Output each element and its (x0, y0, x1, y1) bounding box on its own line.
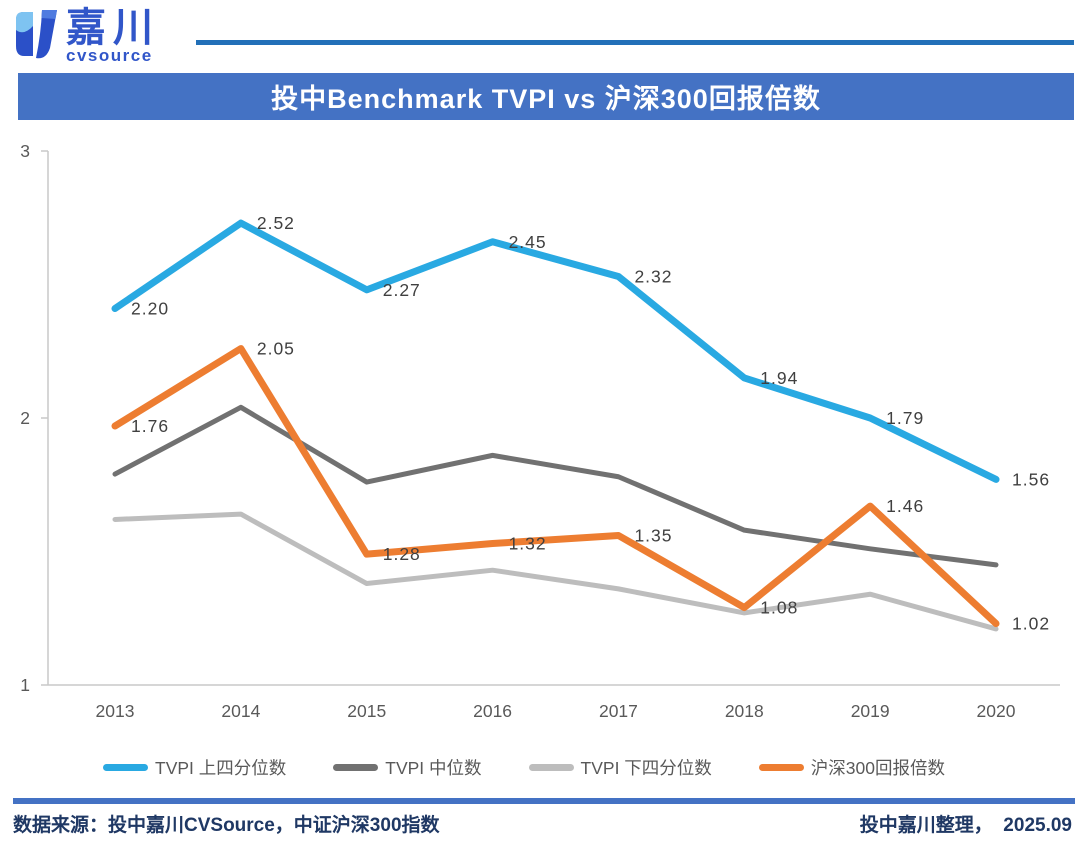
legend-label-tvpi-lower-quartile: TVPI 下四分位数 (580, 758, 712, 778)
x-tick-label-2019: 2019 (851, 701, 890, 721)
data-label-tvpi-upper-quartile-2019: 1.79 (886, 408, 924, 428)
x-tick-label-2014: 2014 (221, 701, 260, 721)
chart-legend: TVPI 上四分位数 TVPI 中位数 TVPI 下四分位数 沪深300回报倍数 (103, 755, 945, 780)
logo-subtext: cvsource (66, 46, 153, 65)
footer-divider (13, 798, 1075, 804)
series-line-tvpi-lower-quartile (112, 511, 999, 632)
legend-item-csi300-return-multiple: 沪深300回报倍数 (758, 755, 945, 780)
x-tick-label-2020: 2020 (977, 701, 1016, 721)
header-divider (196, 40, 1074, 45)
data-label-tvpi-upper-quartile-2018: 1.94 (760, 368, 798, 388)
data-label-csi300-return-multiple-2013: 1.76 (131, 416, 169, 436)
legend-swatch-tvpi-upper-quartile (103, 764, 148, 771)
data-label-csi300-return-multiple-2018: 1.08 (760, 598, 798, 618)
x-tick-label-2015: 2015 (347, 701, 386, 721)
credit-note: 投中嘉川整理， 2025.09 (859, 815, 1072, 836)
legend-label-csi300-return-multiple: 沪深300回报倍数 (810, 758, 945, 778)
legend-label-tvpi-median: TVPI 中位数 (385, 758, 482, 778)
data-label-csi300-return-multiple-2015: 1.28 (383, 544, 421, 564)
series-line-tvpi-upper-quartile (111, 219, 1000, 483)
x-tick-label-2016: 2016 (473, 701, 512, 721)
y-tick-label: 1 (20, 675, 30, 695)
chart-title: 投中Benchmark TVPI vs 沪深300回报倍数 (271, 84, 821, 114)
legend-label-tvpi-upper-quartile: TVPI 上四分位数 (155, 758, 287, 778)
legend-item-tvpi-lower-quartile: TVPI 下四分位数 (528, 755, 712, 780)
data-label-csi300-return-multiple-2014: 2.05 (257, 339, 295, 359)
legend-item-tvpi-upper-quartile: TVPI 上四分位数 (103, 755, 286, 780)
cvsource-logo-icon (16, 10, 57, 59)
data-label-tvpi-upper-quartile-2017: 2.32 (634, 266, 672, 286)
logo-name: 嘉川 (66, 6, 160, 50)
cvsource-logo: 嘉川 cvsource (12, 6, 160, 66)
data-label-csi300-return-multiple-2019: 1.46 (886, 496, 924, 516)
data-label-csi300-return-multiple-2016: 1.32 (509, 533, 547, 553)
legend-swatch-csi300-return-multiple (758, 764, 804, 771)
data-source-note: 数据来源：投中嘉川CVSource，中证沪深300指数 (13, 815, 440, 836)
series-line-tvpi-median (112, 404, 999, 568)
legend-swatch-tvpi-lower-quartile (528, 764, 574, 771)
x-tick-label-2017: 2017 (599, 701, 638, 721)
legend-item-tvpi-median: TVPI 中位数 (333, 755, 482, 780)
series-line-csi300-return-multiple (111, 345, 1000, 628)
x-tick-label-2018: 2018 (725, 701, 764, 721)
chart-title-bar: 投中Benchmark TVPI vs 沪深300回报倍数 (18, 73, 1074, 120)
data-label-tvpi-upper-quartile-2015: 2.27 (383, 280, 421, 300)
data-label-csi300-return-multiple-2020: 1.02 (1012, 614, 1050, 634)
data-label-tvpi-upper-quartile-2020: 1.56 (1012, 469, 1050, 489)
legend-swatch-tvpi-median (333, 764, 379, 771)
logo-text-block: 嘉川 cvsource (66, 6, 160, 66)
y-tick-label: 3 (20, 141, 30, 161)
data-label-tvpi-upper-quartile-2014: 2.52 (257, 213, 295, 233)
y-tick-label: 2 (20, 408, 30, 428)
data-label-csi300-return-multiple-2017: 1.35 (634, 525, 672, 545)
x-tick-label-2013: 2013 (96, 701, 135, 721)
data-label-tvpi-upper-quartile-2016: 2.45 (509, 232, 547, 252)
data-label-tvpi-upper-quartile-2013: 2.20 (131, 299, 169, 319)
